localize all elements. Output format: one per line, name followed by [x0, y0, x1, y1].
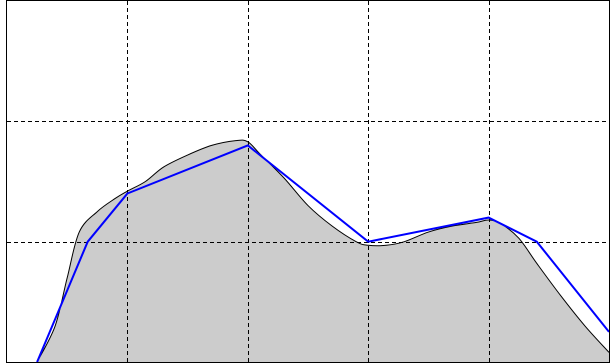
grid-layer: [7, 1, 609, 362]
line-layer: [36, 144, 610, 363]
area-fill: [37, 140, 610, 362]
series-line: [36, 144, 610, 363]
area-layer: [36, 139, 610, 363]
